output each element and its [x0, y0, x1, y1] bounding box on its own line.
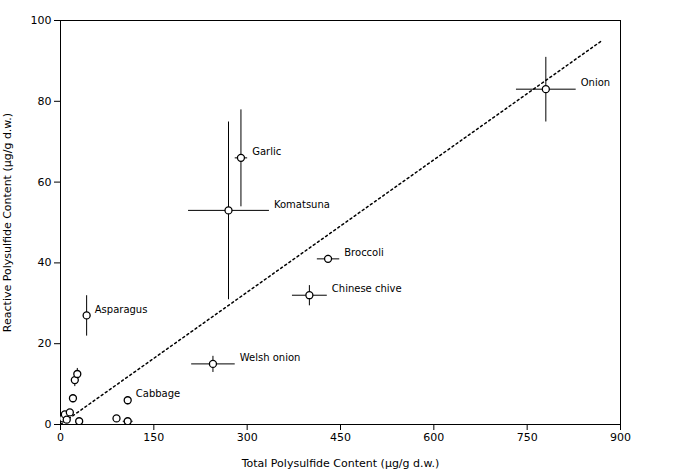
svg-text:Broccoli: Broccoli: [344, 247, 384, 258]
svg-text:Asparagus: Asparagus: [95, 304, 148, 315]
svg-text:Welsh onion: Welsh onion: [240, 352, 301, 363]
svg-text:900: 900: [610, 431, 631, 444]
svg-text:0: 0: [57, 431, 64, 444]
svg-text:20: 20: [38, 337, 52, 350]
svg-text:450: 450: [330, 431, 351, 444]
svg-text:80: 80: [38, 95, 52, 108]
svg-text:Cabbage: Cabbage: [136, 388, 180, 399]
svg-text:Reactive Polysulfide Content (: Reactive Polysulfide Content (μg/g d.w.): [1, 113, 14, 332]
svg-text:Garlic: Garlic: [252, 146, 281, 157]
svg-text:0: 0: [45, 418, 52, 431]
svg-text:Total Polysulfide Content (μg/: Total Polysulfide Content (μg/g d.w.): [241, 457, 440, 469]
svg-text:60: 60: [38, 176, 52, 189]
svg-text:100: 100: [31, 14, 52, 27]
svg-text:750: 750: [517, 431, 538, 444]
svg-text:Onion: Onion: [581, 77, 610, 88]
svg-text:300: 300: [237, 431, 258, 444]
svg-text:40: 40: [38, 256, 52, 269]
svg-text:150: 150: [143, 431, 164, 444]
svg-text:Komatsuna: Komatsuna: [274, 199, 330, 210]
svg-text:Chinese chive: Chinese chive: [332, 283, 402, 294]
svg-text:600: 600: [423, 431, 444, 444]
